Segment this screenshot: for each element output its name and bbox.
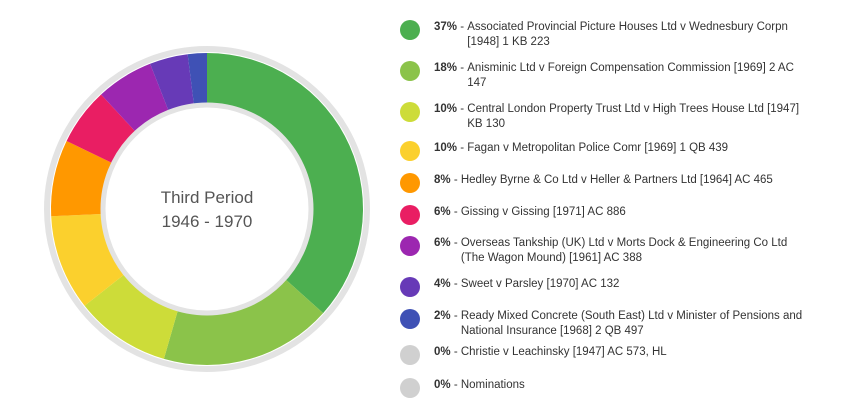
legend-text: 8% - Hedley Byrne & Co Ltd v Heller & Pa… xyxy=(434,173,773,188)
legend-swatch xyxy=(400,173,420,193)
legend-label: Anisminic Ltd v Foreign Compensation Com… xyxy=(467,62,794,89)
legend-text: 0% - Christie v Leachinsky [1947] AC 573… xyxy=(434,345,667,360)
donut-slices xyxy=(51,53,363,365)
legend-swatch xyxy=(400,20,420,40)
donut-slice-8 xyxy=(150,54,194,111)
legend-text: 2% - Ready Mixed Concrete (South East) L… xyxy=(434,309,806,339)
legend-percent: 6% xyxy=(434,206,451,218)
legend-text: 6% - Gissing v Gissing [1971] AC 886 xyxy=(434,205,626,220)
legend-label: Fagan v Metropolitan Police Comr [1969] … xyxy=(467,142,729,154)
legend-label: Christie v Leachinsky [1947] AC 573, HL xyxy=(460,346,667,358)
donut-slice-7 xyxy=(101,63,169,132)
legend-item-9: 2% - Ready Mixed Concrete (South East) L… xyxy=(400,309,830,339)
legend-percent: 6% xyxy=(434,237,451,249)
inner-ring xyxy=(100,102,314,316)
legend-label: Hedley Byrne & Co Ltd v Heller & Partner… xyxy=(460,174,773,186)
legend-label: Ready Mixed Concrete (South East) Ltd v … xyxy=(460,310,803,337)
legend-item-4: 10% - Fagan v Metropolitan Police Comr [… xyxy=(400,141,830,161)
chart-subtitle: 1946 - 1970 xyxy=(162,212,253,231)
legend-percent: 8% xyxy=(434,174,451,186)
legend-item-2: 18% - Anisminic Ltd v Foreign Compensati… xyxy=(400,61,830,91)
donut-slice-1 xyxy=(207,53,363,314)
donut-slice-2 xyxy=(163,279,324,365)
legend-text: 4% - Sweet v Parsley [1970] AC 132 xyxy=(434,277,619,292)
legend-label: Associated Provincial Picture Houses Ltd… xyxy=(467,21,788,48)
legend-swatch xyxy=(400,236,420,256)
legend-swatch xyxy=(400,345,420,365)
legend-swatch xyxy=(400,309,420,329)
donut-slice-9 xyxy=(187,53,207,104)
legend-percent: 18% xyxy=(434,62,458,74)
donut-slice-3 xyxy=(84,274,178,359)
legend-label: Overseas Tankship (UK) Ltd v Morts Dock … xyxy=(460,237,788,264)
legend-percent: 0% xyxy=(434,379,451,391)
legend-text: 10% - Fagan v Metropolitan Police Comr [… xyxy=(434,141,728,156)
legend-swatch xyxy=(400,378,420,398)
legend-separator: - xyxy=(450,206,461,218)
legend-text: 18% - Anisminic Ltd v Foreign Compensati… xyxy=(434,61,812,91)
legend-swatch xyxy=(400,205,420,225)
donut-slice-5 xyxy=(51,141,112,217)
legend-percent: 4% xyxy=(434,278,451,290)
legend-percent: 0% xyxy=(434,346,451,358)
legend-item-3: 10% - Central London Property Trust Ltd … xyxy=(400,102,830,132)
legend-label: Nominations xyxy=(460,379,525,391)
legend-text: 10% - Central London Property Trust Ltd … xyxy=(434,102,812,132)
legend-text: 0% - Nominations xyxy=(434,378,525,393)
legend-label: Gissing v Gissing [1971] AC 886 xyxy=(460,206,626,218)
legend-item-11: 0% - Nominations xyxy=(400,378,830,398)
legend-text: 6% - Overseas Tankship (UK) Ltd v Morts … xyxy=(434,236,806,266)
donut-slice-4 xyxy=(51,213,124,306)
legend-swatch xyxy=(400,141,420,161)
legend-separator: - xyxy=(450,174,461,186)
legend-separator: - xyxy=(457,142,468,154)
legend-text: 37% - Associated Provincial Picture Hous… xyxy=(434,20,812,50)
chart-title: Third Period xyxy=(161,188,254,207)
outer-ring xyxy=(44,46,370,372)
legend-separator: - xyxy=(450,278,461,290)
legend-separator: - xyxy=(457,21,468,33)
legend-item-6: 6% - Gissing v Gissing [1971] AC 886 xyxy=(400,205,830,225)
legend-percent: 2% xyxy=(434,310,451,322)
legend-separator: - xyxy=(450,346,461,358)
legend-swatch xyxy=(400,102,420,122)
legend-item-1: 37% - Associated Provincial Picture Hous… xyxy=(400,20,830,50)
legend-separator: - xyxy=(450,379,461,391)
legend-swatch xyxy=(400,61,420,81)
legend-item-5: 8% - Hedley Byrne & Co Ltd v Heller & Pa… xyxy=(400,173,830,193)
legend-item-10: 0% - Christie v Leachinsky [1947] AC 573… xyxy=(400,345,830,365)
legend-percent: 10% xyxy=(434,142,458,154)
legend-percent: 37% xyxy=(434,21,458,33)
legend-swatch xyxy=(400,277,420,297)
legend-separator: - xyxy=(450,237,461,249)
donut-chart: Third Period 1946 - 1970 xyxy=(44,46,370,372)
legend-percent: 10% xyxy=(434,103,458,115)
donut-slice-6 xyxy=(66,94,136,163)
legend-separator: - xyxy=(457,103,468,115)
legend-label: Central London Property Trust Ltd v High… xyxy=(467,103,800,130)
legend-label: Sweet v Parsley [1970] AC 132 xyxy=(460,278,620,290)
legend-separator: - xyxy=(450,310,461,322)
legend-item-7: 6% - Overseas Tankship (UK) Ltd v Morts … xyxy=(400,236,830,266)
legend-separator: - xyxy=(457,62,468,74)
legend-item-8: 4% - Sweet v Parsley [1970] AC 132 xyxy=(400,277,830,297)
